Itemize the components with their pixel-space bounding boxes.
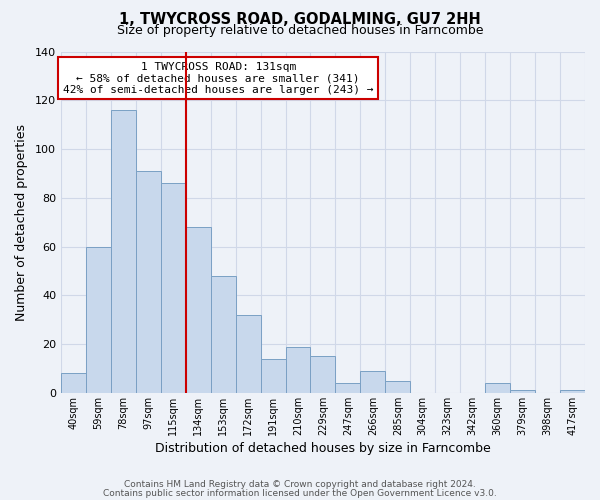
Bar — [186, 227, 211, 393]
Bar — [286, 346, 310, 393]
Bar — [361, 371, 385, 393]
Y-axis label: Number of detached properties: Number of detached properties — [15, 124, 28, 320]
Bar — [485, 383, 510, 393]
Bar — [86, 246, 111, 393]
Text: Contains HM Land Registry data © Crown copyright and database right 2024.: Contains HM Land Registry data © Crown c… — [124, 480, 476, 489]
Bar — [310, 356, 335, 393]
Text: 1, TWYCROSS ROAD, GODALMING, GU7 2HH: 1, TWYCROSS ROAD, GODALMING, GU7 2HH — [119, 12, 481, 28]
Bar — [385, 380, 410, 393]
Bar — [161, 183, 186, 393]
Bar — [510, 390, 535, 393]
Bar — [236, 315, 260, 393]
Bar — [260, 359, 286, 393]
Text: Contains public sector information licensed under the Open Government Licence v3: Contains public sector information licen… — [103, 488, 497, 498]
Bar — [560, 390, 585, 393]
Bar — [335, 383, 361, 393]
Text: Size of property relative to detached houses in Farncombe: Size of property relative to detached ho… — [117, 24, 483, 37]
Bar — [136, 171, 161, 393]
Bar — [61, 374, 86, 393]
Bar — [211, 276, 236, 393]
Text: 1 TWYCROSS ROAD: 131sqm
← 58% of detached houses are smaller (341)
42% of semi-d: 1 TWYCROSS ROAD: 131sqm ← 58% of detache… — [63, 62, 373, 95]
Bar — [111, 110, 136, 393]
X-axis label: Distribution of detached houses by size in Farncombe: Distribution of detached houses by size … — [155, 442, 491, 455]
